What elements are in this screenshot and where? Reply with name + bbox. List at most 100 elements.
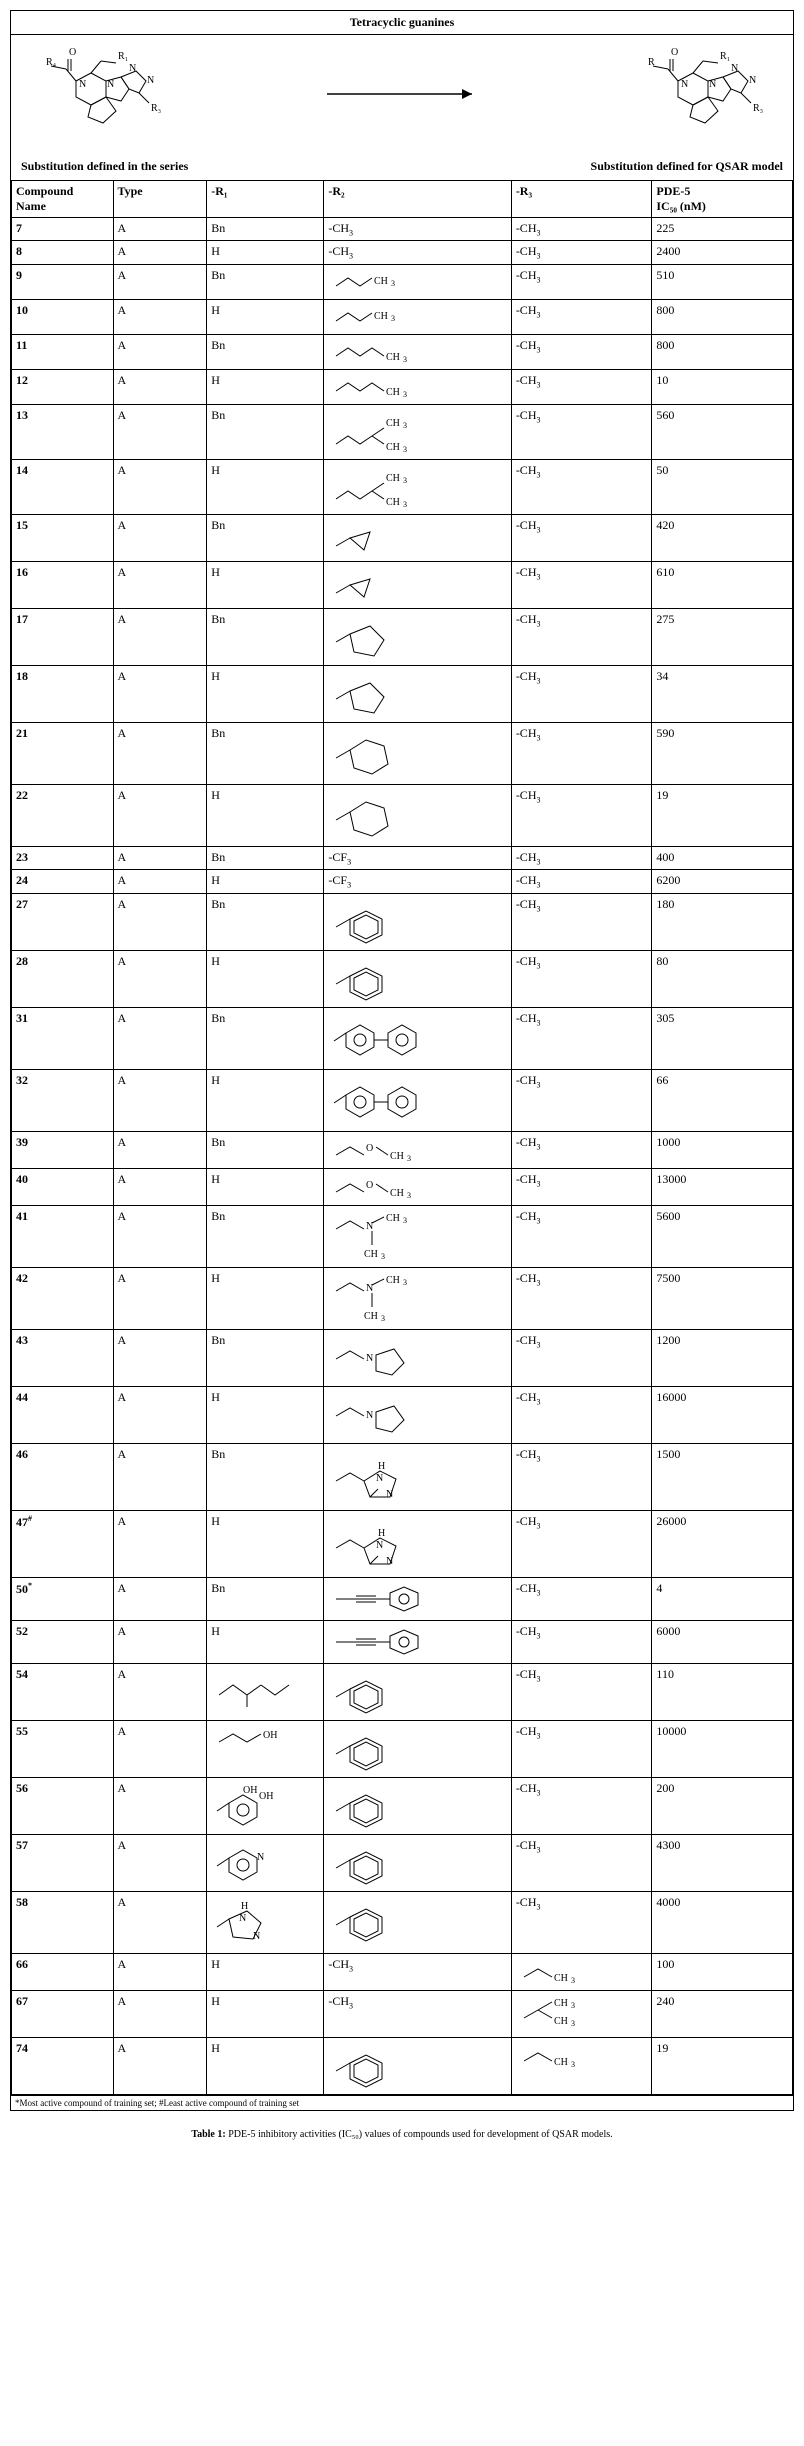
- cell-ic50: 2400: [652, 241, 793, 264]
- cell-ic50: 19: [652, 784, 793, 846]
- cell-type: A: [113, 561, 207, 608]
- cell-type: A: [113, 1891, 207, 1953]
- figure-title: Tetracyclic guanines: [11, 11, 793, 35]
- col-r3: -R₃: [511, 181, 652, 218]
- cell-type: A: [113, 608, 207, 665]
- svg-text:O: O: [366, 1143, 373, 1154]
- svg-text:CH: CH: [374, 276, 388, 287]
- cell-name: 13: [12, 404, 114, 459]
- cell-r1: Bn: [207, 1443, 324, 1510]
- svg-text:N: N: [386, 1556, 393, 1567]
- cell-r3: -CH3: [511, 1168, 652, 1205]
- cell-r3: -CH3: [511, 1777, 652, 1834]
- svg-text:N: N: [709, 79, 716, 90]
- cell-ic50: 420: [652, 514, 793, 561]
- cell-ic50: 5600: [652, 1205, 793, 1267]
- svg-text:CH: CH: [364, 1249, 378, 1260]
- table-row: 56 A OHOH -CH3 200: [12, 1777, 793, 1834]
- right-structure-icon: O R R₁ N N R₃ N N: [623, 41, 783, 151]
- cell-r1: H: [207, 1267, 324, 1329]
- cell-r3: -CH3: [511, 264, 652, 299]
- cell-name: 32: [12, 1069, 114, 1131]
- table-row: 43 A Bn N -CH3 1200: [12, 1329, 793, 1386]
- svg-text:3: 3: [391, 279, 395, 288]
- col-ic50: PDE-5IC₅₀ (nM): [652, 181, 793, 218]
- cell-type: A: [113, 1443, 207, 1510]
- cell-r1: Bn: [207, 846, 324, 869]
- cell-type: A: [113, 1620, 207, 1663]
- cell-type: A: [113, 950, 207, 1007]
- cell-type: A: [113, 722, 207, 784]
- table-row: 27 A Bn -CH3 180: [12, 893, 793, 950]
- cell-name: 58: [12, 1891, 114, 1953]
- svg-text:N: N: [253, 1931, 260, 1942]
- cell-name: 67: [12, 1990, 114, 2037]
- right-caption: Substitution defined for QSAR model: [591, 159, 783, 174]
- svg-text:3: 3: [403, 1216, 407, 1225]
- cell-r1: Bn: [207, 514, 324, 561]
- svg-text:CH: CH: [390, 1151, 404, 1162]
- table-row: 18 A H -CH3 34: [12, 665, 793, 722]
- svg-text:N: N: [147, 75, 154, 86]
- cell-ic50: 4000: [652, 1891, 793, 1953]
- cell-name: 74: [12, 2037, 114, 2094]
- cell-name: 15: [12, 514, 114, 561]
- cell-name: 39: [12, 1131, 114, 1168]
- cell-ic50: 26000: [652, 1510, 793, 1577]
- cell-r3: -CH3: [511, 369, 652, 404]
- cell-r1: H: [207, 241, 324, 264]
- table-row: 74 A H CH3 19: [12, 2037, 793, 2094]
- cell-r1: H: [207, 2037, 324, 2094]
- left-structure-icon: O R₄ R₁ N N R₃ N N: [21, 41, 181, 151]
- svg-text:R₃: R₃: [753, 103, 763, 114]
- svg-text:N: N: [366, 1410, 373, 1421]
- cell-r1: [207, 1663, 324, 1720]
- cell-r2: [324, 1577, 511, 1620]
- cell-r3: -CH3: [511, 870, 652, 893]
- cell-r2: [324, 1663, 511, 1720]
- cell-r3: -CH3: [511, 1069, 652, 1131]
- cell-ic50: 4: [652, 1577, 793, 1620]
- table-row: 41 A Bn NCH3CH3 -CH3 5600: [12, 1205, 793, 1267]
- svg-text:CH: CH: [390, 1188, 404, 1199]
- svg-text:3: 3: [407, 1154, 411, 1163]
- svg-text:H: H: [241, 1901, 248, 1912]
- table-row: 10 A H CH3 -CH3 800: [12, 299, 793, 334]
- svg-text:CH: CH: [364, 1311, 378, 1322]
- cell-r1: H: [207, 1510, 324, 1577]
- cell-name: 24: [12, 870, 114, 893]
- col-r1: -R₁: [207, 181, 324, 218]
- cell-r3: -CH3: [511, 299, 652, 334]
- svg-text:N: N: [376, 1473, 383, 1484]
- table-row: 55 A OH -CH3 10000: [12, 1720, 793, 1777]
- cell-type: A: [113, 1953, 207, 1990]
- cell-r3: -CH3: [511, 608, 652, 665]
- cell-r3: -CH3: [511, 784, 652, 846]
- svg-text:3: 3: [403, 476, 407, 485]
- cell-type: A: [113, 1205, 207, 1267]
- cell-ic50: 200: [652, 1777, 793, 1834]
- cell-r3: -CH3: [511, 1267, 652, 1329]
- cell-r3: -CH3: [511, 1834, 652, 1891]
- svg-text:3: 3: [381, 1252, 385, 1261]
- cell-name: 9: [12, 264, 114, 299]
- cell-r2: [324, 1620, 511, 1663]
- cell-r1: Bn: [207, 218, 324, 241]
- svg-text:CH: CH: [554, 1998, 568, 2009]
- cell-r3: -CH3: [511, 1720, 652, 1777]
- cell-type: A: [113, 218, 207, 241]
- svg-text:N: N: [376, 1540, 383, 1551]
- cell-r1: H: [207, 1069, 324, 1131]
- cell-name: 31: [12, 1007, 114, 1069]
- cell-r3: -CH3: [511, 404, 652, 459]
- cell-ic50: 510: [652, 264, 793, 299]
- cell-name: 41: [12, 1205, 114, 1267]
- cell-ic50: 80: [652, 950, 793, 1007]
- table-row: 17 A Bn -CH3 275: [12, 608, 793, 665]
- svg-text:N: N: [79, 79, 86, 90]
- cell-r1: Bn: [207, 264, 324, 299]
- cell-ic50: 400: [652, 846, 793, 869]
- cell-type: A: [113, 241, 207, 264]
- table-row: 40 A H OCH3 -CH3 13000: [12, 1168, 793, 1205]
- cell-name: 52: [12, 1620, 114, 1663]
